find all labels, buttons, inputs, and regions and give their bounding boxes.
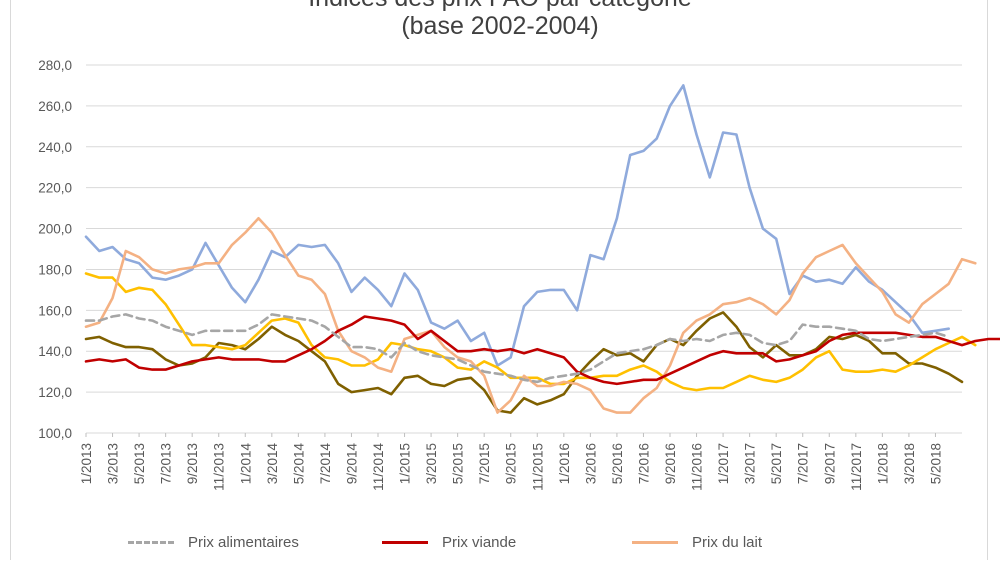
x-tick-label: 11/2013: [212, 443, 227, 491]
y-tick-label: 260,0: [38, 99, 72, 114]
x-tick-label: 1/2013: [79, 443, 94, 484]
y-tick-label: 140,0: [38, 344, 72, 359]
x-tick-label: 5/2014: [291, 443, 306, 485]
x-tick-label: 5/2016: [610, 443, 625, 484]
y-tick-label: 240,0: [38, 140, 72, 155]
legend-item-prix-du-lait: Prix du lait: [632, 530, 762, 554]
series-line-prix-viande: [84, 315, 1000, 386]
y-tick-label: 280,0: [38, 58, 72, 73]
x-tick-label: 3/2017: [743, 443, 758, 484]
series-line-prix-alimentaires: [84, 313, 951, 384]
x-tick-label: 9/2014: [344, 443, 359, 485]
y-tick-label: 160,0: [38, 303, 72, 318]
chart-title: Indices des prix FAO par catégorie: [0, 0, 1000, 13]
x-tick-label: 1/2016: [557, 443, 572, 484]
legend-swatch-prix-viande: [382, 540, 428, 544]
x-tick-label: 9/2017: [822, 443, 837, 484]
y-tick-label: 180,0: [38, 262, 72, 277]
x-tick-label: 9/2015: [504, 443, 519, 484]
x-tick-label: 11/2014: [371, 443, 386, 491]
x-tick-label: 3/2015: [424, 443, 439, 484]
x-tick-label: 3/2013: [106, 443, 121, 484]
x-tick-label: 11/2017: [849, 443, 864, 491]
chart-frame: [10, 0, 988, 560]
x-tick-label: 3/2014: [265, 443, 280, 485]
x-tick-label: 11/2016: [690, 443, 705, 491]
chart-subtitle: (base 2002-2004): [401, 12, 599, 40]
legend-label-prix-du-lait: Prix du lait: [692, 533, 763, 551]
series-line-prix-des-cereales: [84, 272, 977, 392]
x-tick-label: 5/2018: [928, 443, 943, 484]
y-tick-label: 200,0: [38, 222, 72, 237]
series-line-prix-du-sucre: [84, 84, 951, 367]
y-tick-label: 220,0: [38, 181, 72, 196]
line-chart: 100,0 120,0 140,0 160,0 180,0 200,0 220,0 240,0…: [38, 58, 1000, 491]
series-line-prix-des-huiles: [84, 311, 964, 414]
x-tick-label: 3/2016: [583, 443, 598, 484]
x-tick-label: 11/2015: [530, 443, 545, 491]
y-tick-label: 100,0: [38, 426, 72, 441]
legend-item-prix-viande: Prix viande: [382, 530, 516, 554]
legend-label-prix-viande: Prix viande: [442, 533, 517, 551]
x-tick-label: 1/2017: [716, 443, 731, 484]
legend-swatch-prix-alimentaires: [128, 540, 174, 544]
series-line-prix-du-lait: [84, 217, 977, 414]
legend-item-prix-alimentaires: Prix alimentaires: [128, 530, 299, 554]
x-tick-label: 7/2015: [477, 443, 492, 484]
x-tick-label: 1/2014: [238, 443, 253, 485]
x-tick-label: 9/2013: [185, 443, 200, 484]
legend: Prix alimentaires Prix viande Prix du la…: [0, 530, 1000, 554]
x-tick-label: 3/2018: [902, 443, 917, 484]
x-tick-label: 5/2017: [769, 443, 784, 484]
x-tick-label: 5/2015: [451, 443, 466, 484]
y-tick-label: 120,0: [38, 385, 72, 400]
x-tick-label: 5/2013: [132, 443, 147, 484]
x-tick-label: 7/2017: [796, 443, 811, 484]
x-tick-label: 1/2018: [875, 443, 890, 484]
legend-swatch-prix-du-lait: [632, 540, 678, 544]
x-tick-label: 1/2015: [398, 443, 413, 484]
legend-label-prix-alimentaires: Prix alimentaires: [188, 533, 299, 551]
x-tick-label: 7/2016: [636, 443, 651, 484]
x-tick-label: 7/2014: [318, 443, 333, 485]
x-tick-label: 9/2016: [663, 443, 678, 484]
x-tick-label: 7/2013: [159, 443, 174, 484]
